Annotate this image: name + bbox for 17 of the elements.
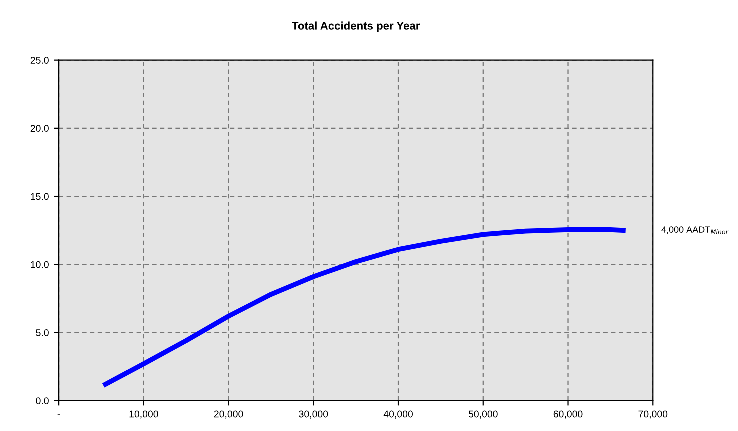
y-tick-label: 5.0 <box>36 329 49 336</box>
chart-title: Total Accidents per Year <box>292 22 420 32</box>
text: 4,000 AADT$_{Minor}$ <box>662 226 729 234</box>
x-tick-label: 30,000 <box>299 410 328 419</box>
y-tick-label: 20.0 <box>30 125 49 132</box>
x-tick-label: 50,000 <box>468 410 498 419</box>
y-tick-label: 15.0 <box>31 193 49 200</box>
x-tick-label: 40,000 <box>384 410 414 419</box>
x-tick-label: 60,000 <box>554 410 583 419</box>
x-tick-label: - <box>58 414 60 416</box>
y-tick-label: 0.0 <box>36 398 49 404</box>
x-tick-label: 10,000 <box>130 410 158 419</box>
x-tick-label: 20,000 <box>214 410 244 419</box>
y-tick-label: 10.0 <box>31 261 49 268</box>
y-tick-label: 25.0 <box>30 57 49 64</box>
x-tick-label: 70,000 <box>638 410 668 419</box>
line-series <box>103 227 626 387</box>
